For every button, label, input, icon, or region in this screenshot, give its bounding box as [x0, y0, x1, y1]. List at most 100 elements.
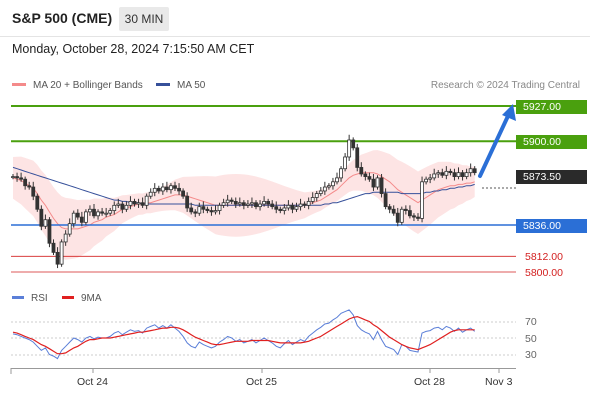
credit-text: Research © 2024 Trading Central	[430, 80, 580, 91]
candle	[169, 183, 173, 194]
candle	[290, 202, 295, 214]
candle	[177, 183, 181, 195]
candle	[205, 206, 210, 214]
candle	[395, 207, 400, 227]
candle	[250, 197, 254, 208]
legend-rsi: RSI	[12, 293, 48, 304]
header: S&P 500 (CME) 30 MIN	[0, 0, 590, 37]
rsi-tick-70: 70	[525, 316, 537, 328]
chart-datetime: Monday, October 28, 2024 7:15:50 AM CET	[12, 42, 255, 56]
legend-rsi-label: RSI	[31, 293, 48, 304]
candle	[326, 183, 331, 190]
candle	[355, 143, 360, 172]
candle	[464, 168, 469, 180]
candle	[375, 175, 380, 190]
candle	[440, 168, 445, 178]
legend-bollinger: MA 20 + Bollinger Bands	[12, 80, 143, 91]
candle	[306, 197, 311, 210]
candle	[23, 176, 28, 190]
candle	[116, 198, 121, 208]
legend-bollinger-label: MA 20 + Bollinger Bands	[33, 80, 143, 91]
candle	[189, 202, 194, 215]
legend-ma50-label: MA 50	[177, 80, 206, 91]
candle	[104, 207, 109, 218]
candle	[19, 172, 24, 182]
candle	[379, 173, 384, 198]
rsi-line	[12, 309, 476, 360]
candle	[387, 204, 392, 214]
candle	[209, 206, 214, 216]
candle	[108, 207, 113, 216]
candle	[274, 201, 279, 214]
candle	[436, 170, 441, 178]
candle	[124, 201, 129, 212]
candle	[59, 239, 64, 267]
candle	[452, 168, 457, 181]
candle	[367, 172, 372, 182]
x-tick-nov3: Nov 3	[485, 376, 513, 388]
candle	[331, 177, 335, 190]
rsi-swatch	[12, 295, 24, 299]
candle	[181, 188, 186, 199]
timeframe-badge[interactable]: 30 MIN	[119, 7, 169, 31]
candle	[294, 202, 299, 212]
candle	[96, 209, 100, 220]
candle	[27, 181, 32, 190]
candle	[31, 181, 36, 201]
candle	[351, 137, 356, 151]
candle	[363, 171, 368, 181]
candle	[258, 200, 262, 211]
candle	[468, 163, 473, 177]
candle	[217, 202, 222, 215]
level-label-5800: 5800.00	[525, 267, 563, 279]
candle	[318, 187, 323, 197]
candle	[213, 205, 218, 215]
candle	[347, 134, 352, 161]
rsi-tick-50: 50	[525, 333, 537, 345]
candle	[160, 183, 165, 195]
level-label-5927: 5927.00	[516, 100, 587, 114]
x-tick-oct28: Oct 28	[414, 376, 445, 388]
x-tick-oct25: Oct 25	[246, 376, 277, 388]
legend-rsi-ma-label: 9MA	[81, 293, 102, 304]
candle	[221, 198, 226, 208]
candle	[112, 201, 117, 215]
x-tick-oct24: Oct 24	[77, 376, 108, 388]
candle	[266, 198, 271, 208]
x-axis	[11, 368, 516, 369]
candle	[237, 197, 242, 207]
candle	[156, 185, 161, 194]
x-axis-ticks	[92, 368, 500, 373]
candle	[128, 196, 133, 210]
candle	[472, 166, 477, 176]
candle	[254, 200, 258, 210]
candle	[84, 209, 88, 225]
candle	[164, 181, 169, 193]
candle	[245, 200, 250, 208]
candle	[132, 198, 137, 207]
candle	[92, 204, 96, 219]
level-label-5836: 5836.00	[516, 219, 587, 233]
candle	[270, 200, 275, 210]
candle	[424, 176, 429, 185]
candle	[225, 194, 230, 207]
candle	[43, 214, 48, 229]
candle	[55, 247, 60, 269]
candle	[262, 196, 267, 207]
bollinger-swatch	[12, 82, 26, 86]
candle	[229, 197, 234, 205]
level-label-5900: 5900.00	[516, 135, 587, 149]
candle	[286, 200, 291, 211]
candle	[420, 176, 424, 223]
candle	[193, 209, 198, 218]
level-label-5812: 5812.00	[525, 251, 563, 263]
candle	[298, 198, 303, 211]
candle	[412, 213, 416, 222]
candle	[144, 193, 149, 210]
candle	[371, 173, 376, 191]
candle	[278, 206, 283, 214]
candle	[383, 188, 388, 210]
candle	[39, 205, 44, 231]
candle	[71, 210, 76, 228]
